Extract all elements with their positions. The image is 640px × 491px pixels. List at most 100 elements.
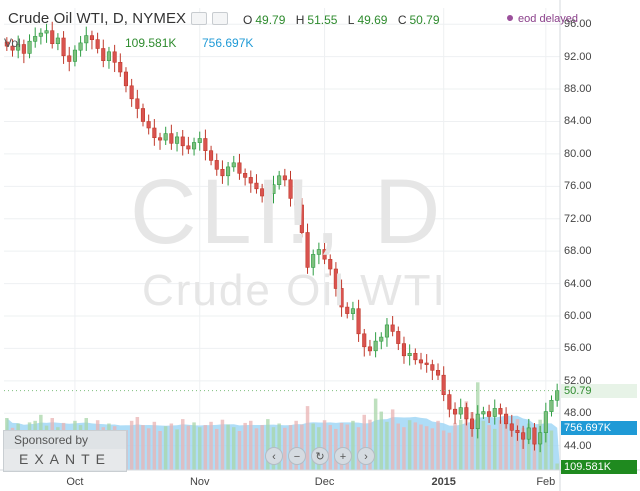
scroll-left-button[interactable]: ‹ xyxy=(265,447,283,465)
price-candles xyxy=(4,21,560,453)
candle-body xyxy=(509,423,514,431)
volume-bar xyxy=(294,420,298,470)
candle-body xyxy=(447,394,452,410)
volume-bar xyxy=(141,425,145,470)
candle-body xyxy=(67,55,72,62)
candle-body xyxy=(4,41,9,47)
price-tick-label: 92.00 xyxy=(564,50,592,63)
volume-bar xyxy=(186,425,191,470)
candle xyxy=(123,67,128,93)
volume-bar xyxy=(368,419,372,470)
candle xyxy=(424,354,429,373)
candle xyxy=(67,46,72,72)
candle-body xyxy=(95,39,100,49)
candle xyxy=(549,395,554,417)
candle xyxy=(265,186,270,205)
candle xyxy=(486,404,492,423)
time-tick-label: Feb xyxy=(536,476,556,488)
candle xyxy=(158,132,163,150)
volume-bar xyxy=(203,425,208,470)
volume-bar xyxy=(169,423,174,470)
candle-body xyxy=(430,364,435,371)
reset-button[interactable]: ↻ xyxy=(311,447,329,465)
candle xyxy=(413,348,418,365)
volume-value: 109.581K xyxy=(125,36,177,50)
candle-body xyxy=(316,249,321,255)
candle-body xyxy=(243,173,248,178)
legend-settings-icon[interactable] xyxy=(191,12,208,25)
candle-body xyxy=(486,411,492,417)
candle-body xyxy=(328,258,333,270)
candle-body xyxy=(299,204,304,233)
candle xyxy=(521,425,526,449)
candle-body xyxy=(294,198,299,206)
scroll-right-button[interactable]: › xyxy=(357,447,375,465)
candle-body xyxy=(140,108,145,122)
price-tick-label: 60.00 xyxy=(564,310,592,322)
candle xyxy=(38,28,43,45)
candle-body xyxy=(10,45,15,51)
candle xyxy=(555,383,560,407)
candle-body xyxy=(203,138,208,151)
volume-bar xyxy=(441,430,446,470)
zoom-in-button[interactable]: + xyxy=(334,447,352,465)
volume-bar xyxy=(385,421,389,470)
candle xyxy=(401,336,407,364)
eod-status-text: eod delayed xyxy=(518,13,578,25)
candle-body xyxy=(277,175,282,186)
candle xyxy=(101,39,106,68)
price-tick-label: 76.00 xyxy=(564,180,592,193)
volume-bar xyxy=(305,406,310,470)
candle-body xyxy=(390,324,395,332)
candle xyxy=(260,183,265,203)
legend-hide-icon[interactable] xyxy=(212,12,229,25)
volume-bar xyxy=(419,424,423,470)
volume-bar xyxy=(356,427,361,470)
volume-bar xyxy=(555,463,559,470)
candle xyxy=(231,155,236,172)
candle-body xyxy=(101,48,106,61)
volume-bar xyxy=(402,427,406,470)
candle-body xyxy=(38,32,43,37)
candle-body xyxy=(367,346,373,352)
candle xyxy=(72,45,77,67)
candle-body xyxy=(350,308,356,314)
symbol-title[interactable]: Crude Oil WTI, D, NYMEX xyxy=(8,10,187,27)
candle-body xyxy=(163,133,168,141)
candle xyxy=(339,279,344,317)
candle-body xyxy=(16,44,21,51)
candle-body xyxy=(27,40,32,54)
candle-body xyxy=(515,429,520,433)
candle xyxy=(254,174,259,194)
candle-body xyxy=(413,352,418,361)
price-tick-label: 96.00 xyxy=(564,18,592,31)
candle-body xyxy=(322,249,327,260)
volume-bar xyxy=(447,432,452,470)
candle xyxy=(146,114,151,135)
volume-bar xyxy=(249,420,253,470)
candle-body xyxy=(146,121,151,129)
volume-tag: 109.581K xyxy=(561,460,637,474)
volume-bar xyxy=(351,420,355,470)
volume-bar xyxy=(237,431,242,470)
candle xyxy=(396,326,401,351)
candle-body xyxy=(452,408,458,415)
candle-body xyxy=(475,413,480,430)
volume-bar xyxy=(396,423,400,470)
zoom-out-button[interactable]: − xyxy=(288,447,306,465)
candle-body xyxy=(209,150,214,161)
volume-label[interactable]: Vol xyxy=(4,36,21,50)
candle xyxy=(129,78,134,107)
candle-body xyxy=(549,399,554,412)
candle xyxy=(509,414,514,437)
candle-body xyxy=(84,35,89,44)
candle-body xyxy=(492,408,497,417)
candle-body xyxy=(175,136,180,144)
volume-bar xyxy=(243,422,247,470)
candle xyxy=(243,168,248,186)
candle-body xyxy=(464,407,469,420)
sponsor-badge[interactable]: Sponsored by EXANTE xyxy=(3,430,127,472)
candle xyxy=(78,35,83,57)
candle-body xyxy=(44,30,49,34)
